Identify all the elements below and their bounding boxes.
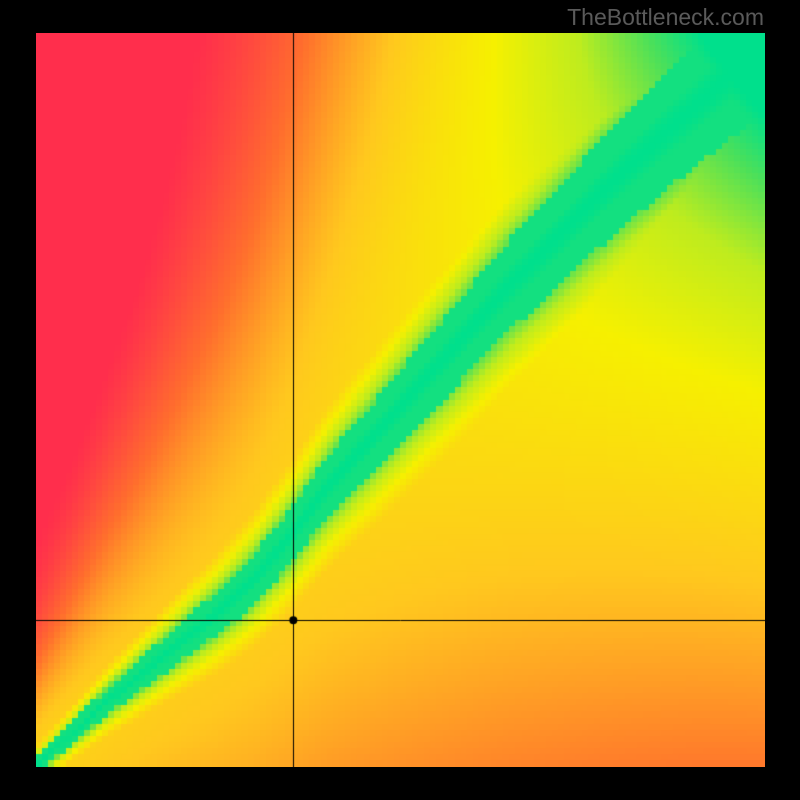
chart-container: TheBottleneck.com xyxy=(0,0,800,800)
watermark-text: TheBottleneck.com xyxy=(567,4,764,31)
heatmap-canvas xyxy=(36,33,765,767)
